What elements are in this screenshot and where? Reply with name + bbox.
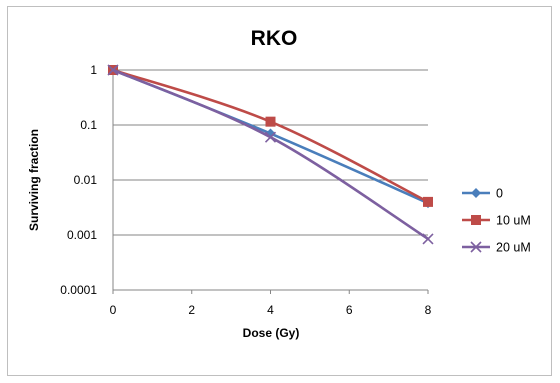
x-tick-label: 2 bbox=[188, 303, 195, 317]
y-tick-label: 0.1 bbox=[80, 118, 97, 132]
series-line bbox=[111, 68, 430, 241]
legend-label: 0 bbox=[496, 187, 503, 201]
x-tick-labels: 0 2 4 6 8 bbox=[110, 303, 432, 317]
y-tick-labels: 1 0.1 0.01 0.001 0.0001 bbox=[60, 63, 97, 297]
x-tick-label: 6 bbox=[346, 303, 353, 317]
axes bbox=[112, 70, 429, 294]
legend-entry: 20 uM bbox=[462, 241, 531, 255]
data-point bbox=[107, 64, 119, 76]
legend-label: 10 uM bbox=[496, 214, 531, 228]
data-point bbox=[423, 196, 433, 207]
series-group bbox=[107, 64, 434, 245]
chart-area bbox=[7, 6, 552, 376]
y-tick-label: 1 bbox=[90, 63, 97, 77]
data-point bbox=[265, 116, 276, 127]
gridlines bbox=[113, 69, 428, 291]
y-tick-label: 0.001 bbox=[67, 228, 97, 242]
legend-entry: 10 uM bbox=[462, 214, 531, 228]
series-3 bbox=[107, 64, 434, 245]
x-tick-label: 0 bbox=[110, 303, 117, 317]
data-point bbox=[264, 131, 277, 143]
y-axis-label: Surviving fraction bbox=[27, 129, 41, 231]
chart-title: RKO bbox=[251, 27, 298, 50]
legend-marker bbox=[471, 215, 481, 225]
data-point bbox=[422, 233, 434, 245]
y-tick-label: 0.01 bbox=[74, 173, 98, 187]
legend: 0 10 uM 20 uM bbox=[462, 187, 531, 255]
x-tick-label: 4 bbox=[267, 303, 274, 317]
x-tick-label: 8 bbox=[425, 303, 432, 317]
legend-entry: 0 bbox=[462, 187, 503, 201]
y-tick-label: 0.0001 bbox=[60, 283, 97, 297]
legend-marker bbox=[471, 188, 481, 198]
x-axis-label: Dose (Gy) bbox=[243, 326, 300, 340]
legend-label: 20 uM bbox=[496, 241, 531, 255]
legend-marker bbox=[470, 241, 482, 253]
